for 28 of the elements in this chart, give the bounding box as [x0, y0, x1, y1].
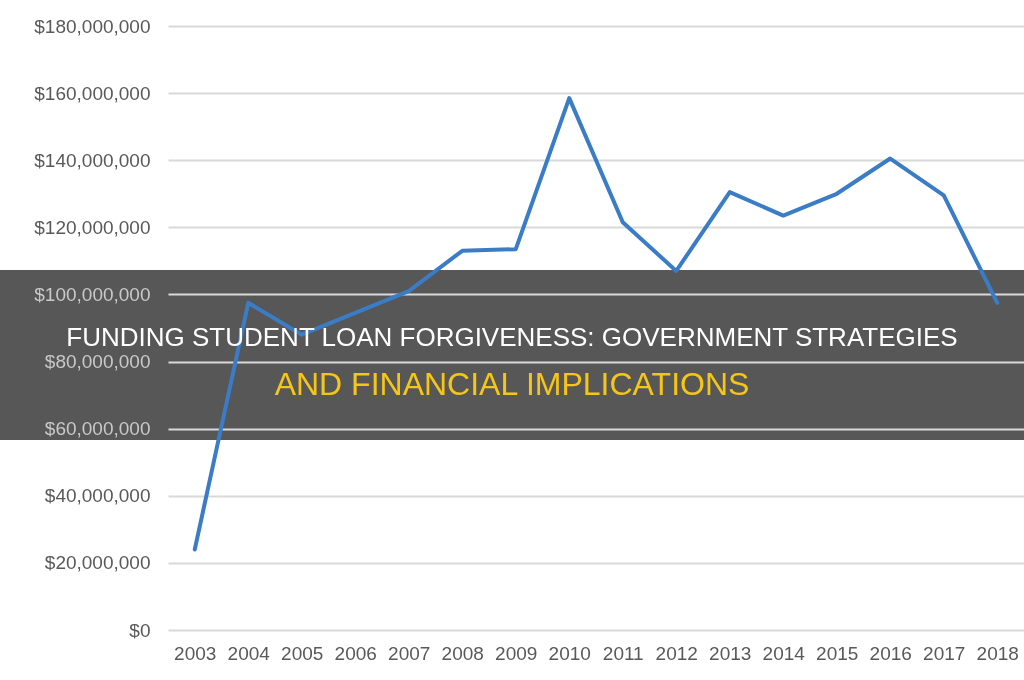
x-tick-label: 2007 [388, 642, 431, 664]
x-tick-label: 2017 [923, 642, 966, 664]
x-tick-label: 2008 [441, 642, 484, 664]
y-tick-label: $120,000,000 [34, 216, 151, 238]
x-tick-label: 2003 [174, 642, 217, 664]
x-tick-label: 2009 [495, 642, 538, 664]
y-tick-label: $80,000,000 [44, 351, 151, 373]
y-tick-label: $100,000,000 [34, 283, 151, 305]
y-tick-label: $180,000,000 [34, 15, 151, 37]
y-tick-label: $140,000,000 [34, 149, 151, 171]
x-tick-label: 2018 [976, 642, 1019, 664]
x-tick-label: 2005 [281, 642, 324, 664]
y-tick-label: $0 [129, 619, 151, 641]
x-tick-label: 2004 [227, 642, 271, 664]
x-tick-label: 2011 [602, 642, 644, 664]
x-tick-label: 2014 [762, 642, 806, 664]
text: AND FINANCIAL IMPLICATIONS [274, 366, 750, 402]
y-tick-label: $60,000,000 [44, 418, 151, 440]
y-tick-label: $160,000,000 [34, 82, 151, 104]
x-tick-label: 2013 [709, 642, 752, 664]
y-tick-label: $40,000,000 [44, 485, 151, 507]
x-tick-label: 2006 [334, 642, 377, 664]
x-tick-label: 2016 [869, 642, 912, 664]
x-tick-label: 2010 [548, 642, 591, 664]
x-tick-label: 2012 [655, 642, 698, 664]
line-series [192, 96, 1000, 552]
y-tick-label: $20,000,000 [44, 552, 151, 574]
x-tick-label: 2015 [816, 642, 859, 664]
